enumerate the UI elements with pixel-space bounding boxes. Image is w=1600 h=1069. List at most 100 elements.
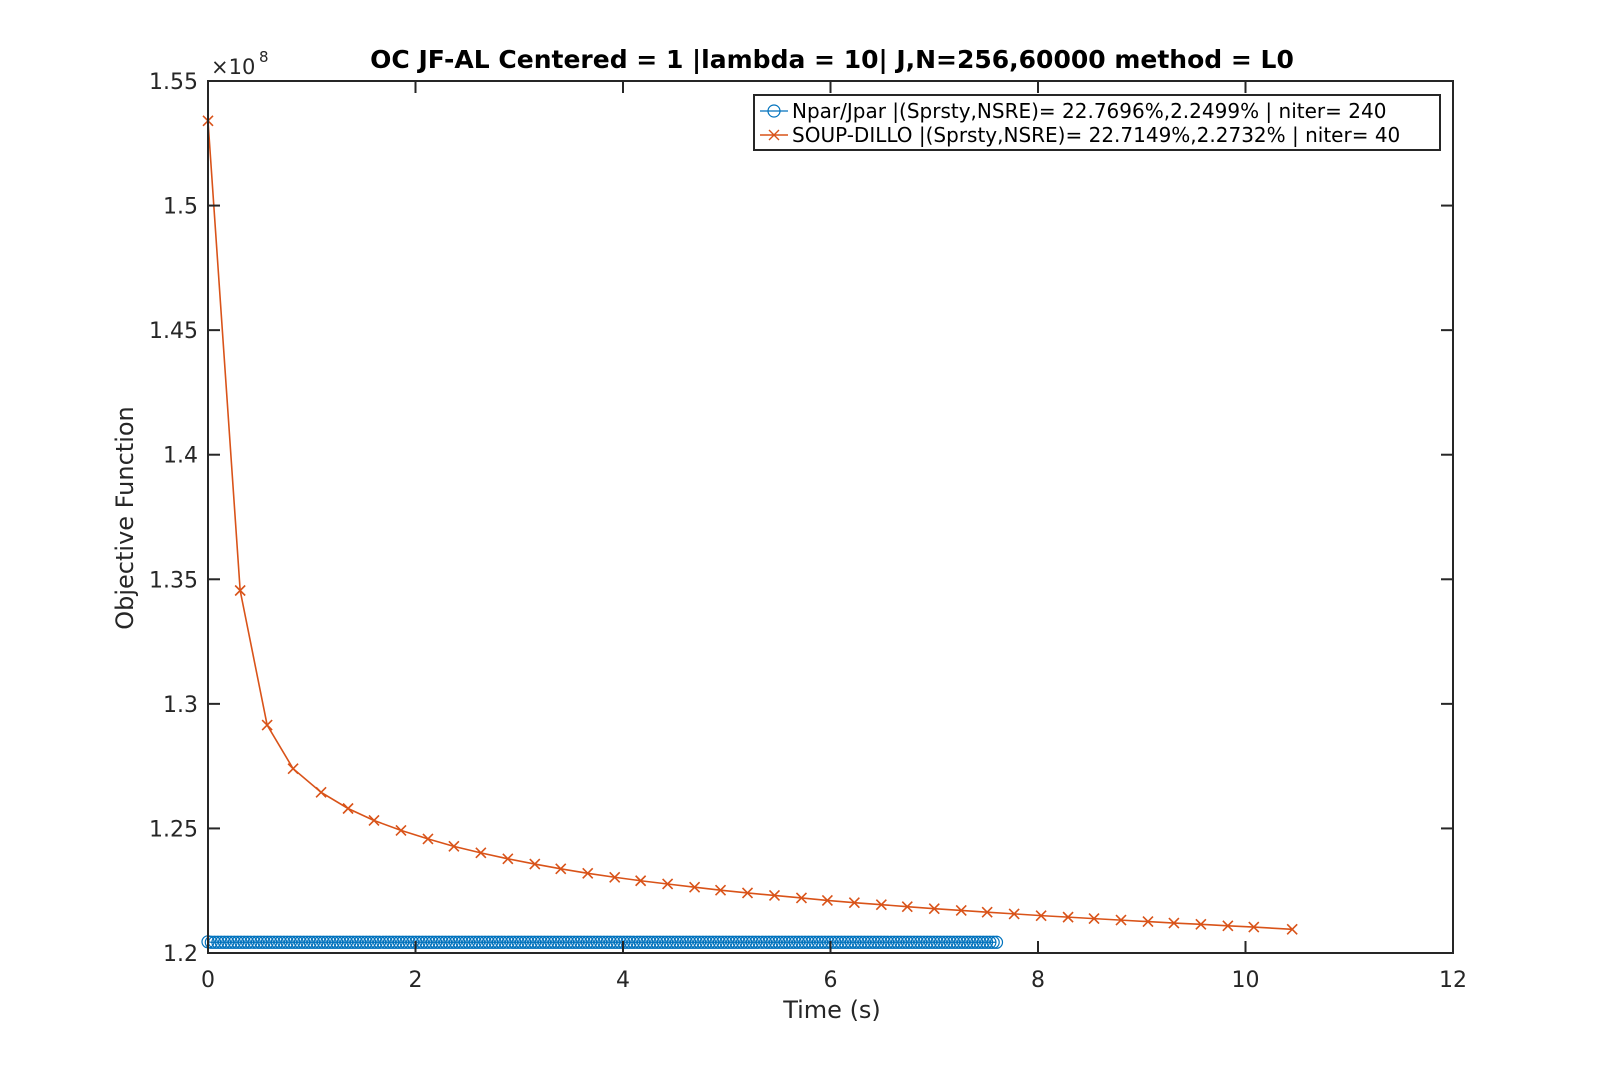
- point-npar: [980, 935, 994, 949]
- point-npar: [857, 935, 872, 949]
- point-npar: [379, 935, 393, 949]
- point-npar: [808, 935, 822, 949]
- point-npar: [960, 935, 974, 949]
- point-npar: [518, 935, 532, 949]
- point-npar: [346, 935, 360, 949]
- point-npar: [227, 935, 241, 949]
- point-npar: [603, 935, 618, 949]
- legend-npar-label: Npar/Jpar |(Sprsty,NSRE)= 22.7696%,2.249…: [792, 99, 1386, 123]
- point-npar: [300, 935, 314, 949]
- point-npar: [848, 935, 862, 949]
- point-npar: [547, 935, 562, 949]
- point-npar: [620, 935, 634, 949]
- point-soup: [582, 867, 594, 879]
- point-npar: [785, 935, 799, 949]
- point-npar: [353, 935, 367, 949]
- point-npar: [481, 935, 496, 949]
- point-npar: [623, 935, 637, 949]
- point-npar: [349, 935, 364, 949]
- point-npar: [231, 935, 245, 949]
- point-npar: [646, 935, 660, 949]
- point-npar: [425, 935, 439, 949]
- y-tick-label: 1.35: [149, 568, 198, 593]
- legend-soup-label: SOUP-DILLO |(Sprsty,NSRE)= 22.7149%,2.27…: [792, 123, 1400, 147]
- point-npar: [574, 935, 588, 949]
- point-npar: [877, 935, 891, 949]
- point-npar: [801, 935, 816, 949]
- point-npar: [544, 935, 558, 949]
- point-npar: [412, 935, 426, 949]
- point-npar: [336, 935, 350, 949]
- point-npar: [692, 935, 707, 949]
- point-npar: [438, 935, 453, 949]
- y-exponent-base: ×10: [211, 55, 255, 79]
- point-npar: [775, 935, 789, 949]
- point-npar: [537, 935, 552, 949]
- point-soup: [395, 824, 407, 836]
- point-soup: [662, 878, 674, 890]
- point-npar: [679, 935, 693, 949]
- point-soup: [609, 871, 621, 883]
- point-npar: [448, 935, 463, 949]
- point-soup: [928, 903, 940, 915]
- point-npar: [475, 935, 489, 949]
- point-soup: [529, 858, 541, 870]
- point-npar: [257, 935, 271, 949]
- point-npar: [722, 935, 736, 949]
- point-npar: [907, 935, 921, 949]
- point-npar: [366, 935, 380, 949]
- point-npar: [900, 935, 915, 949]
- point-npar: [303, 935, 317, 949]
- point-soup: [342, 802, 354, 815]
- legend-box: [753, 94, 1441, 151]
- point-npar: [528, 935, 542, 949]
- point-npar: [950, 935, 964, 949]
- series-soup-markers: [202, 115, 1298, 935]
- y-exponent-power: 8: [259, 48, 269, 66]
- point-npar: [313, 935, 327, 949]
- point-npar: [910, 935, 924, 949]
- point-soup: [1142, 916, 1154, 928]
- point-npar: [719, 935, 733, 949]
- point-npar: [264, 935, 278, 949]
- point-npar: [260, 935, 274, 949]
- point-soup: [1088, 913, 1100, 925]
- point-npar: [485, 935, 499, 949]
- point-npar: [890, 935, 905, 949]
- point-npar: [689, 935, 703, 949]
- point-npar: [277, 935, 291, 949]
- point-npar: [356, 935, 370, 949]
- point-npar: [597, 935, 611, 949]
- point-npar: [663, 935, 677, 949]
- point-npar: [683, 935, 697, 949]
- point-soup: [981, 906, 993, 918]
- point-npar: [765, 935, 779, 949]
- y-tick-label: 1.2: [163, 942, 198, 967]
- point-npar: [815, 935, 829, 949]
- point-soup: [1115, 914, 1127, 926]
- point-npar: [788, 935, 802, 949]
- chart-title: OC JF-AL Centered = 1 |lambda = 10| J,N=…: [370, 45, 1294, 74]
- point-npar: [429, 935, 443, 949]
- point-npar: [640, 935, 654, 949]
- legend-npar-marker: [767, 104, 781, 118]
- point-npar: [432, 935, 446, 949]
- point-soup: [714, 884, 727, 896]
- x-tick-label: 8: [1031, 968, 1045, 993]
- point-npar: [630, 935, 644, 949]
- point-npar: [316, 935, 331, 949]
- point-npar: [861, 935, 875, 949]
- point-soup: [848, 897, 860, 909]
- point-soup: [1008, 908, 1020, 920]
- point-npar: [772, 935, 786, 949]
- point-npar: [884, 935, 898, 949]
- point-npar: [805, 935, 819, 949]
- point-npar: [947, 935, 961, 949]
- point-npar: [594, 935, 608, 949]
- x-tick-label: 6: [824, 968, 838, 993]
- y-tick-label: 1.3: [163, 693, 198, 718]
- point-npar: [821, 935, 835, 949]
- point-npar: [656, 935, 670, 949]
- point-npar: [943, 935, 957, 949]
